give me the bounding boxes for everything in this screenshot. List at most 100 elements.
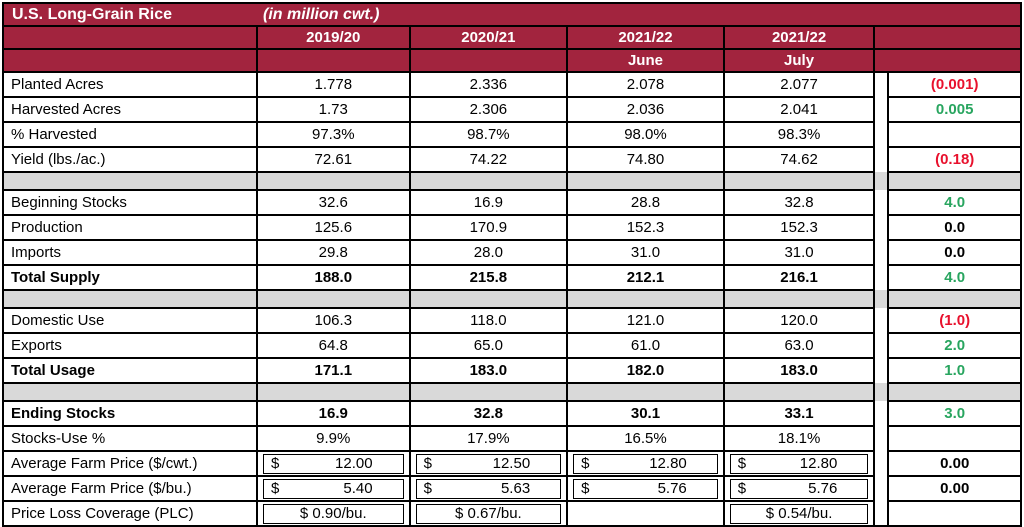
value-cell: 183.0 <box>722 357 876 384</box>
currency-symbol: $ <box>423 480 432 497</box>
value-cell: 2.306 <box>408 96 569 123</box>
row-label: Average Farm Price ($/cwt.) <box>2 450 258 477</box>
value-cell: 16.9 <box>255 400 411 427</box>
change-cell <box>887 500 1022 527</box>
value-cell: 64.8 <box>255 332 411 359</box>
change-cell: 2.0 <box>887 332 1022 359</box>
currency-symbol: $ <box>581 480 590 497</box>
gutter-cell <box>874 426 889 451</box>
value-cell: 74.80 <box>566 146 725 173</box>
price-amount: 5.63 <box>500 480 531 497</box>
value-cell: $12.80 <box>722 450 876 477</box>
value-cell: 98.3% <box>722 121 876 148</box>
value-cell: 74.62 <box>722 146 876 173</box>
gutter-cell <box>874 72 889 97</box>
value-cell <box>566 500 725 527</box>
table-row: Total Supply 188.0 215.8 212.1 216.1 4.0 <box>2 264 1022 291</box>
value-cell: 188.0 <box>255 264 411 291</box>
change-value: 3.0 <box>944 405 966 422</box>
value-cell: 2.077 <box>722 71 876 98</box>
value-cell: 183.0 <box>408 357 569 384</box>
value-cell: 72.61 <box>255 146 411 173</box>
change-value: 0.0 <box>944 244 966 261</box>
row-label: Total Supply <box>2 264 258 291</box>
value-cell: 29.8 <box>255 239 411 266</box>
spacer-change-cell <box>887 171 1022 191</box>
change-cell: 0.00 <box>887 450 1022 477</box>
value-cell: 30.1 <box>566 400 725 427</box>
spacer-change-cell <box>887 289 1022 309</box>
table-row: Production 125.6 170.9 152.3 152.3 0.0 <box>2 214 1022 241</box>
table-title-cell: U.S. Long-Grain Rice (in million cwt.) <box>2 2 1022 27</box>
value-cell: 33.1 <box>722 400 876 427</box>
table-row: Planted Acres 1.778 2.336 2.078 2.077 (0.001) <box>2 71 1022 98</box>
price-cell-box: $12.80 <box>573 453 718 474</box>
table-row: Imports 29.8 28.0 31.0 31.0 0.0 <box>2 239 1022 266</box>
currency-symbol: $ <box>270 455 280 472</box>
plc-cell-box: $ 0.90/bu. <box>262 503 404 524</box>
value-cell: 32.8 <box>408 400 569 427</box>
gutter-cell <box>874 358 889 383</box>
table-title-row: U.S. Long-Grain Rice (in million cwt.) <box>2 2 1022 27</box>
value-cell: $ 0.90/bu. <box>255 500 411 527</box>
value-cell: 65.0 <box>408 332 569 359</box>
value-cell: 17.9% <box>408 425 569 452</box>
gutter-cell <box>874 147 889 172</box>
value-cell: $12.80 <box>566 450 725 477</box>
currency-symbol: $ <box>581 455 590 472</box>
spacer-row <box>2 382 1022 402</box>
spacer-cell <box>408 382 569 402</box>
value-cell: 31.0 <box>722 239 876 266</box>
table-row: Stocks-Use % 9.9% 17.9% 16.5% 18.1% <box>2 425 1022 452</box>
row-label: Stocks-Use % <box>2 425 258 452</box>
table-row: Price Loss Coverage (PLC) $ 0.90/bu. $ 0.6… <box>2 500 1022 527</box>
value-cell: 152.3 <box>566 214 725 241</box>
change-value: (0.001) <box>930 76 979 93</box>
table-row: Total Usage 171.1 183.0 182.0 183.0 1.0 <box>2 357 1022 384</box>
value-cell: 125.6 <box>255 214 411 241</box>
price-amount: 12.50 <box>492 455 531 472</box>
column-month-header: June <box>566 48 725 73</box>
spacer-cell <box>255 171 411 191</box>
value-cell: 2.041 <box>722 96 876 123</box>
price-amount: 12.80 <box>649 455 687 472</box>
spacer-cell <box>566 171 725 191</box>
change-cell: 0.005 <box>887 96 1022 123</box>
value-cell: 170.9 <box>408 214 569 241</box>
table-row: Exports 64.8 65.0 61.0 63.0 2.0 <box>2 332 1022 359</box>
table-row: % Harvested 97.3% 98.7% 98.0% 98.3% <box>2 121 1022 148</box>
change-value: 4.0 <box>944 194 966 211</box>
spacer-cell <box>566 289 725 309</box>
value-cell: 32.8 <box>722 189 876 216</box>
change-cell <box>887 425 1022 452</box>
gutter-cell <box>874 476 889 501</box>
column-month-header <box>255 48 411 73</box>
value-cell: 28.0 <box>408 239 569 266</box>
value-cell: 97.3% <box>255 121 411 148</box>
column-month-header <box>408 48 569 73</box>
gutter-cell <box>874 308 889 333</box>
value-cell: 61.0 <box>566 332 725 359</box>
row-label: Planted Acres <box>2 71 258 98</box>
row-label: Imports <box>2 239 258 266</box>
change-value: (0.18) <box>935 151 975 168</box>
price-cell-box: $12.50 <box>415 453 562 474</box>
column-year-header: 2019/20 <box>255 25 411 50</box>
spacer-cell <box>2 289 258 309</box>
value-cell: 212.1 <box>566 264 725 291</box>
value-cell: 120.0 <box>722 307 876 334</box>
price-amount: 5.40 <box>343 480 373 497</box>
value-cell: $ 0.54/bu. <box>722 500 876 527</box>
change-value: 1.0 <box>944 362 966 379</box>
table-title: U.S. Long-Grain Rice <box>12 5 173 23</box>
value-cell: 32.6 <box>255 189 411 216</box>
row-label: Exports <box>2 332 258 359</box>
gutter-cell <box>874 333 889 358</box>
value-cell: 1.73 <box>255 96 411 123</box>
change-value: 0.0 <box>944 219 966 236</box>
table-row: Ending Stocks 16.9 32.8 30.1 33.1 3.0 <box>2 400 1022 427</box>
gutter-cell <box>874 401 889 426</box>
row-label: Price Loss Coverage (PLC) <box>2 500 258 527</box>
change-cell: 4.0 <box>887 264 1022 291</box>
